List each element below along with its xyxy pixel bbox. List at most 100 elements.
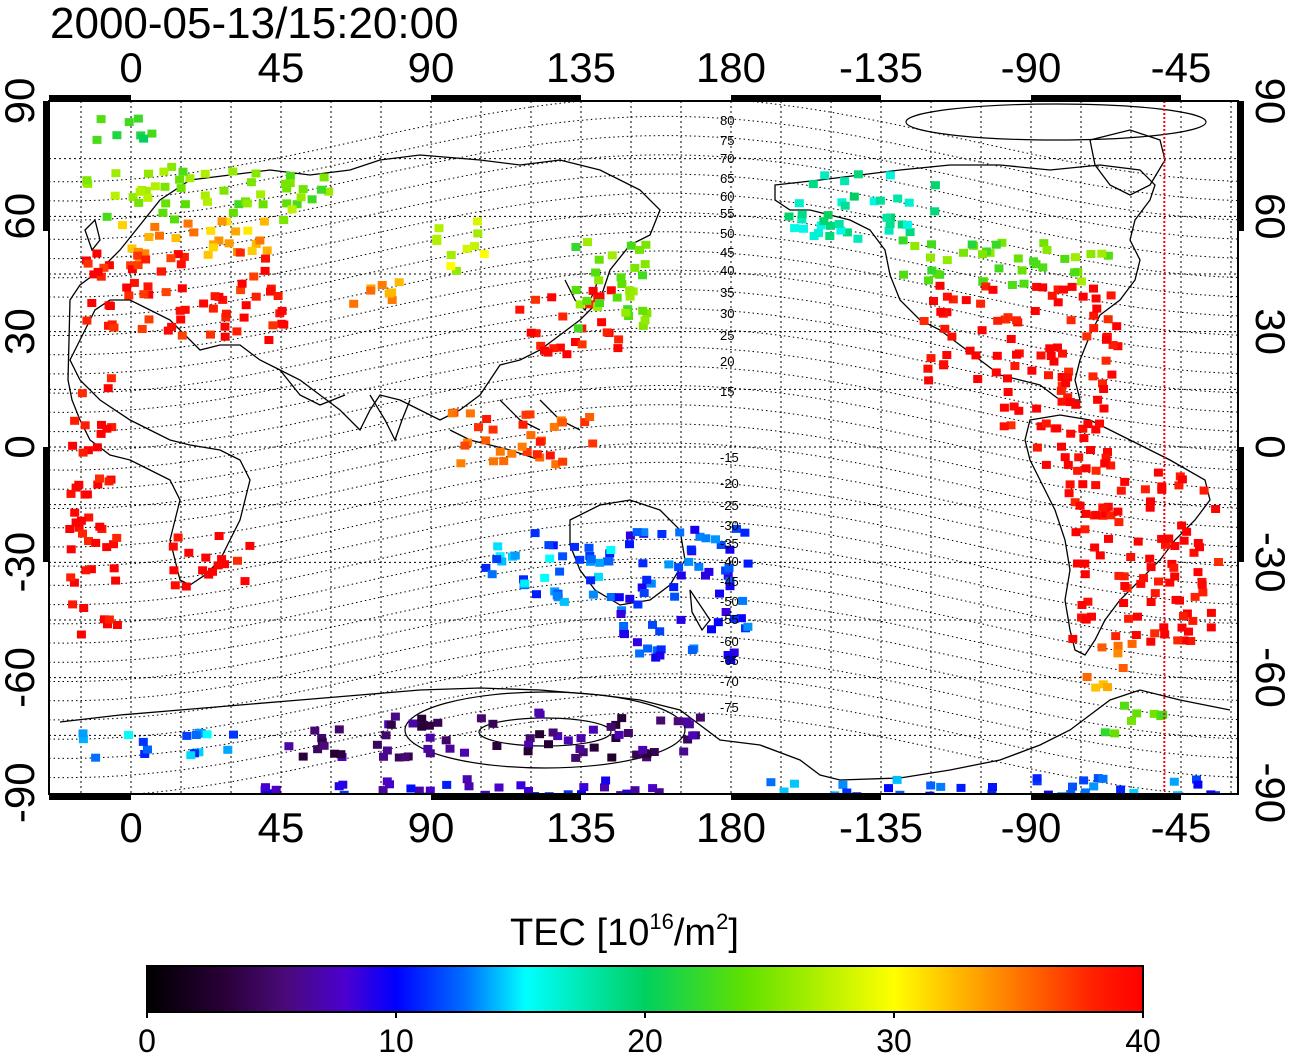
tec-point (156, 267, 166, 276)
tec-point (713, 618, 723, 627)
tec-point (83, 259, 93, 268)
tec-point (1064, 367, 1074, 376)
tec-point (447, 409, 457, 418)
tec-point (648, 784, 658, 793)
tec-point (779, 787, 789, 794)
tec-point (1091, 683, 1101, 692)
tec-point (675, 528, 685, 537)
tec-point (287, 205, 297, 214)
tec-point (604, 557, 614, 566)
tec-point (585, 413, 595, 421)
tec-point (942, 351, 952, 359)
mlat-contour (49, 692, 1238, 779)
tec-point (1120, 582, 1130, 590)
tec-point (740, 528, 750, 537)
tec-point (654, 788, 664, 794)
tec-point (687, 646, 697, 654)
plot-area (43, 95, 1244, 800)
tec-point (336, 750, 346, 759)
tec-point (942, 292, 952, 301)
tec-point (524, 787, 533, 794)
tec-point (1136, 579, 1146, 588)
latitude-tick-label: 90 (0, 78, 43, 125)
tec-point (95, 474, 104, 483)
tec-point (177, 284, 187, 293)
tec-point (111, 576, 121, 585)
tec-point (1063, 393, 1073, 402)
tec-point (1177, 475, 1187, 484)
tec-point (1198, 588, 1208, 597)
tec-point (1038, 263, 1048, 272)
tec-point (1106, 511, 1116, 520)
tec-point (144, 169, 153, 178)
tec-point (78, 735, 88, 744)
tec-point (616, 273, 626, 282)
tec-point (617, 280, 627, 288)
tec-point (307, 195, 317, 204)
tec-point (1080, 525, 1090, 534)
tec-point (1116, 785, 1126, 794)
tec-point (1199, 486, 1209, 495)
tec-point (1103, 315, 1113, 324)
tec-point (214, 532, 224, 540)
mlat-label: -75 (720, 700, 739, 715)
tec-point (551, 460, 561, 469)
tec-point (639, 528, 649, 537)
tec-point (1081, 464, 1091, 473)
latitude-tick-label: 30 (0, 308, 43, 355)
tec-point (122, 283, 132, 292)
tec-point (1058, 349, 1067, 358)
tec-point (1097, 643, 1107, 652)
tec-point (319, 741, 329, 750)
tec-point (518, 420, 528, 429)
tec-point (991, 368, 1001, 377)
tec-point (330, 749, 340, 758)
tec-point (82, 490, 92, 499)
tec-point (1150, 629, 1160, 638)
tec-point (279, 216, 289, 225)
tec-point (814, 229, 823, 238)
tec-point (1113, 641, 1123, 650)
tec-point (638, 271, 647, 280)
tec-point (1101, 356, 1111, 365)
tec-point (186, 751, 196, 760)
longitude-labels-top: 0 45 90 135 180 -135 -90 -45 (119, 44, 1211, 91)
mlat-label: 55 (720, 206, 734, 221)
tec-point (869, 197, 879, 206)
tec-point (1068, 634, 1078, 643)
tec-point (595, 299, 604, 307)
tec-point (695, 713, 705, 722)
tec-point (176, 315, 186, 324)
tec-point (563, 736, 573, 745)
tec-point (210, 292, 220, 301)
tec-point (899, 270, 908, 279)
tec-point (515, 305, 525, 314)
tec-point (549, 344, 559, 353)
tec-point (991, 240, 1001, 249)
tec-point (586, 576, 596, 585)
tec-point (1032, 282, 1042, 291)
tec-point (493, 542, 503, 551)
tec-point (1161, 540, 1170, 549)
tec-point (1097, 249, 1107, 258)
tec-point (143, 745, 152, 754)
tec-point (1056, 386, 1066, 395)
tec-point (82, 176, 92, 185)
tec-point (544, 740, 553, 749)
tec-point (1206, 790, 1216, 794)
tec-point (1127, 716, 1136, 725)
tec-point (1081, 509, 1091, 518)
tec-point (240, 577, 250, 586)
tec-point (167, 162, 177, 171)
tec-point (625, 540, 634, 549)
tec-point (382, 746, 392, 755)
tec-point (104, 615, 114, 624)
south-pole-contour (404, 691, 686, 769)
tec-point (387, 296, 397, 304)
longitude-labels-bottom: 0 45 90 135 180 -135 -90 -45 (119, 804, 1211, 851)
tec-point (423, 744, 433, 753)
tec-point (1145, 503, 1155, 512)
tec-point (1038, 283, 1048, 292)
tec-point (766, 778, 776, 787)
tec-point (109, 323, 119, 332)
